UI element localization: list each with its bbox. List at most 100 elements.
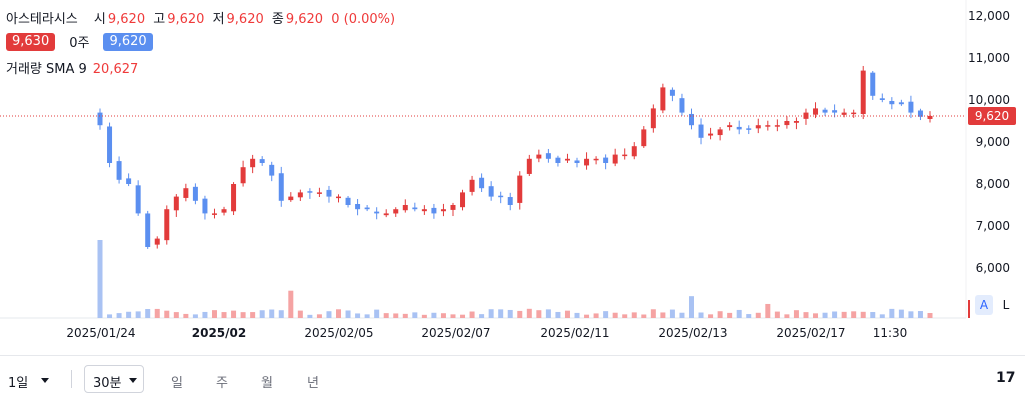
candle-body <box>545 153 551 159</box>
tradingview-logo-icon[interactable]: 17 <box>996 370 1016 386</box>
candle-body <box>345 197 351 205</box>
candle-body <box>164 209 170 241</box>
volume-bar <box>870 312 876 318</box>
volume-bar <box>774 311 780 318</box>
candle-body <box>183 188 189 198</box>
ask-price-badge[interactable]: 9,630 <box>6 32 56 51</box>
volume-bar <box>450 314 456 318</box>
candle-body <box>211 213 217 215</box>
candle-body <box>727 125 733 128</box>
volume-bar <box>183 313 189 318</box>
candle-body <box>374 211 380 214</box>
volume-bar <box>517 310 523 318</box>
candle-body <box>116 161 122 180</box>
volume-bar <box>650 309 656 318</box>
volume-bar <box>584 314 590 318</box>
volume-bar <box>784 314 790 318</box>
candle-body <box>860 70 866 115</box>
volume-bar <box>221 312 227 318</box>
volume-bar <box>488 309 494 318</box>
volume-bar <box>727 312 733 318</box>
volume-bar <box>622 314 628 318</box>
candle-body <box>603 157 609 163</box>
volume-bar <box>364 314 370 318</box>
candle-body <box>717 129 723 136</box>
candle-body <box>498 195 504 198</box>
period-month[interactable]: 월 <box>261 376 273 391</box>
period-year[interactable]: 년 <box>307 376 319 391</box>
bid-price-badge[interactable]: 9,620 <box>103 32 153 51</box>
candle-body <box>526 158 532 174</box>
candle-body <box>832 110 838 113</box>
auto-scale-button[interactable]: A <box>975 295 993 315</box>
candle-body <box>813 108 819 115</box>
candle-body <box>517 175 523 203</box>
volume-bar <box>202 311 208 318</box>
candle-body <box>555 157 561 163</box>
candle-body <box>450 205 456 210</box>
candle-body <box>803 112 809 119</box>
volume-bar <box>755 312 761 318</box>
candle-body <box>479 177 485 189</box>
close-value: 9,620 <box>285 12 324 27</box>
candle-body <box>793 121 799 123</box>
volume-bar <box>336 309 342 318</box>
candle-body <box>688 113 694 126</box>
price-chart[interactable]: 12,000 11,000 10,000 9,000 8,000 7,000 6,000 20… <box>0 0 1025 355</box>
candle-body <box>469 179 475 192</box>
candle-body <box>736 126 742 130</box>
candle-body <box>622 154 628 157</box>
volume-bar <box>927 313 933 318</box>
volume-bar <box>421 314 427 318</box>
volume-bar <box>126 311 132 318</box>
last-price-badge <box>968 106 1016 125</box>
candle-body <box>145 213 151 247</box>
candle-body <box>755 125 761 129</box>
candle-body <box>440 209 446 212</box>
candle-body <box>851 112 857 115</box>
volume-bar <box>345 310 351 318</box>
candle-body <box>192 186 198 201</box>
volume-bar <box>803 312 809 318</box>
volume-bar <box>851 311 857 318</box>
candle-body <box>898 102 904 105</box>
candle-body <box>917 110 923 117</box>
volume-bar <box>603 311 609 318</box>
high-label: 고 <box>153 12 166 27</box>
bottom-toolbar: 1일 30분 일 주 월 년 17 <box>0 355 1025 401</box>
candle-body <box>393 209 399 214</box>
candle-body <box>507 197 513 205</box>
volume-bar <box>736 309 742 318</box>
volume-bar <box>746 314 752 318</box>
price-tick-label: 12,000 <box>968 9 1010 23</box>
period-day[interactable]: 일 <box>171 376 183 391</box>
candle-body <box>746 128 752 130</box>
candle-body <box>126 178 132 184</box>
volume-sma-label: 거래량 SMA 9 <box>6 62 87 77</box>
candle-body <box>336 196 342 199</box>
candle-body <box>593 158 599 161</box>
candle-body <box>460 192 466 208</box>
volume-bar <box>688 296 694 318</box>
candle-body <box>297 192 303 198</box>
volume-bar <box>526 308 532 318</box>
high-value: 9,620 <box>167 12 205 27</box>
range-chevron-down-icon[interactable] <box>41 378 49 383</box>
volume-bar <box>355 313 361 318</box>
order-row: 9,630 0주 9,620 <box>6 32 153 51</box>
volume-bar <box>860 311 866 318</box>
volume-bar <box>841 311 847 318</box>
candle-body <box>641 129 647 147</box>
time-tick-label: 11:30 <box>873 326 908 340</box>
volume-bar <box>402 313 408 318</box>
volume-bar <box>479 314 485 318</box>
interval-chevron-down-icon <box>129 378 137 383</box>
log-scale-button[interactable]: L <box>1002 298 1010 312</box>
volume-bar <box>269 309 275 318</box>
price-tick-label: 6,000 <box>976 261 1010 275</box>
period-week[interactable]: 주 <box>216 376 228 391</box>
interval-select[interactable]: 30분 <box>84 365 144 393</box>
range-select[interactable]: 1일 <box>8 376 29 391</box>
volume-bar <box>164 310 170 318</box>
candle-body <box>584 158 590 166</box>
